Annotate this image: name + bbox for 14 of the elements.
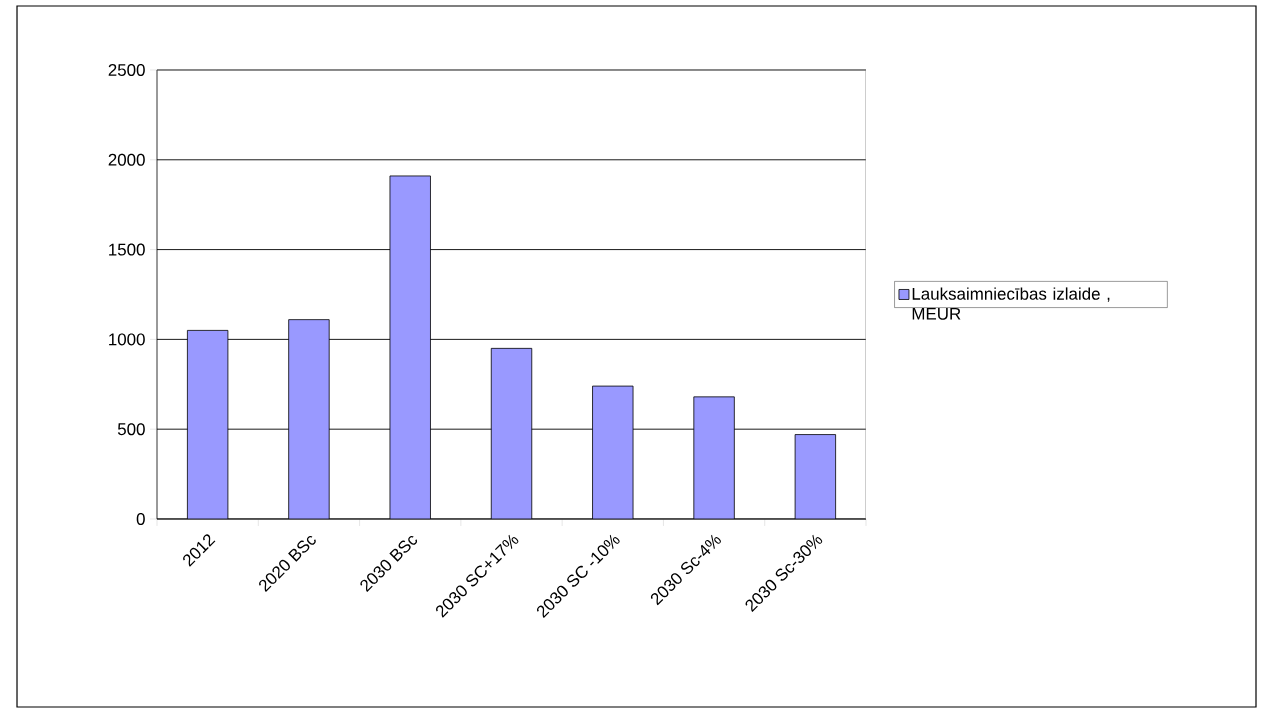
y-tick-label: 1500	[109, 243, 145, 256]
bar	[592, 385, 634, 519]
y-tick-label: 0	[136, 512, 145, 525]
y-tick-label: 2000	[108, 153, 145, 166]
y-tick-label: 500	[117, 423, 145, 436]
y-tick-label: 1000	[109, 333, 145, 346]
bar	[794, 434, 837, 519]
bar	[389, 175, 431, 519]
bar	[288, 319, 330, 519]
legend-label: Lauksaimniecības izlaide , MEUR	[912, 287, 1110, 320]
bar	[490, 347, 533, 519]
bar	[187, 330, 229, 519]
bar	[693, 396, 735, 519]
y-tick-label: 2500	[108, 63, 145, 76]
